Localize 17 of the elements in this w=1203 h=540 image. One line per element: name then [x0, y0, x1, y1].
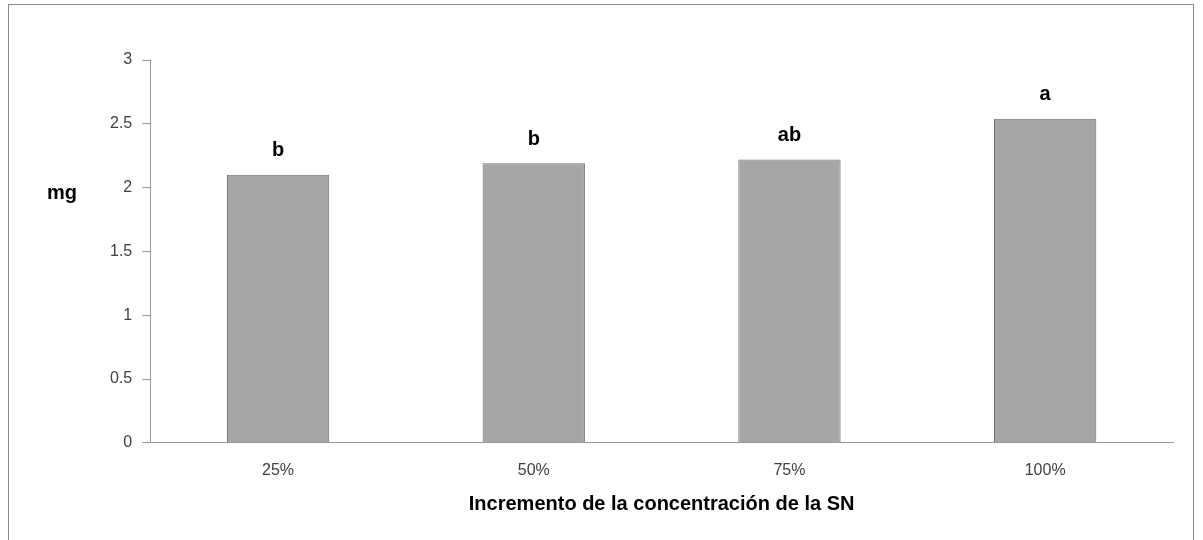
y-axis-title: mg [47, 181, 77, 204]
x-axis-title: Incremento de la concentración de la SN [468, 491, 855, 514]
x-tick-label: 100% [1024, 460, 1066, 478]
y-tick-label: 0 [123, 433, 133, 451]
y-tick-label: 0.5 [109, 369, 133, 387]
annotation: b [271, 138, 285, 161]
annotation: ab [777, 123, 802, 146]
y-tick-label: 3 [123, 50, 133, 68]
x-tick-label: 25% [262, 460, 295, 478]
y-tick-label: 1 [123, 305, 133, 323]
annotation: b [527, 126, 540, 149]
y-tick-label: 2.5 [109, 114, 133, 132]
annotation: a [1039, 82, 1052, 105]
y-tick-label: 2 [123, 178, 133, 196]
x-tick-label: 50% [517, 460, 550, 478]
x-tick-label: 75% [773, 460, 806, 478]
y-tick-label: 1.5 [109, 241, 133, 259]
